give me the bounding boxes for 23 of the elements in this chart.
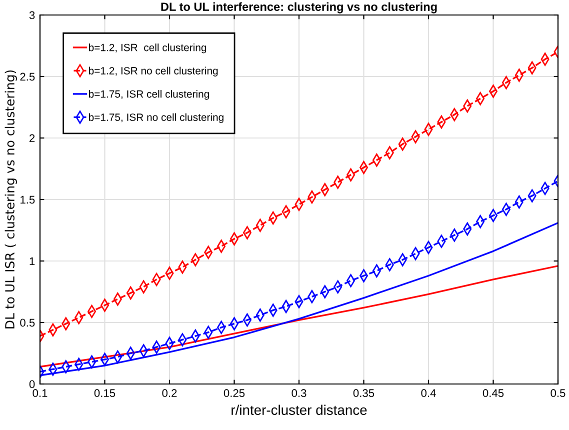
legend-label: b=1.2, ISR no cell clustering bbox=[89, 66, 218, 76]
y-tick-label: 2 bbox=[30, 134, 35, 142]
chart-title: DL to UL interference: clustering vs no clustering bbox=[161, 2, 437, 14]
y-tick-label: 0.5 bbox=[20, 318, 35, 327]
x-tick-label: 0.35 bbox=[353, 389, 374, 398]
x-tick-label: 0.3 bbox=[292, 389, 306, 398]
y-axis-title: DL to UL ISR ( clustering vs no clustering) bbox=[4, 70, 17, 328]
x-tick-label: 0.5 bbox=[550, 389, 566, 398]
y-tick-label: 3 bbox=[29, 11, 35, 20]
y-tick-label: 1 bbox=[30, 257, 35, 266]
x-tick-label: 0.25 bbox=[224, 389, 245, 398]
x-tick-label: 0.1 bbox=[32, 389, 48, 398]
x-tick-label: 0.15 bbox=[94, 389, 116, 398]
x-axis-title: r/inter-cluster distance bbox=[232, 404, 367, 415]
legend-label: b=1.75, ISR cell clustering bbox=[89, 90, 209, 100]
y-tick-label: 1.5 bbox=[20, 196, 35, 204]
y-tick-label: 0 bbox=[29, 380, 35, 388]
x-tick-label: 0.4 bbox=[421, 389, 436, 398]
x-tick-label: 0.45 bbox=[482, 389, 504, 398]
legend-label: b=1.2, ISR cell clustering bbox=[89, 44, 206, 54]
y-tick-label: 2.5 bbox=[20, 72, 35, 81]
legend-label: b=1.75, ISR no cell clustering bbox=[89, 113, 224, 124]
x-tick-label: 0.2 bbox=[162, 389, 177, 398]
